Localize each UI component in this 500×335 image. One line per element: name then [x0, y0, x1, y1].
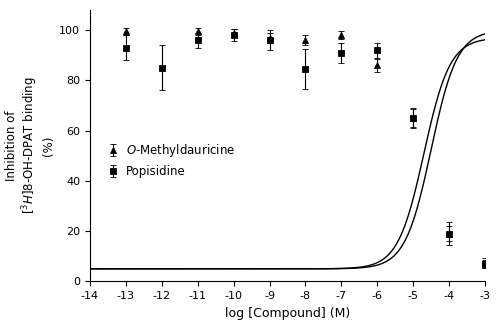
- X-axis label: log [Compound] (M): log [Compound] (M): [225, 307, 350, 320]
- Legend: $\it{O}$-Methyldauricine, Popisidine: $\it{O}$-Methyldauricine, Popisidine: [104, 140, 238, 181]
- Y-axis label: Inhibition of
$[^{3}H]$8-OH-DPAT binding
(%): Inhibition of $[^{3}H]$8-OH-DPAT binding…: [4, 77, 55, 214]
